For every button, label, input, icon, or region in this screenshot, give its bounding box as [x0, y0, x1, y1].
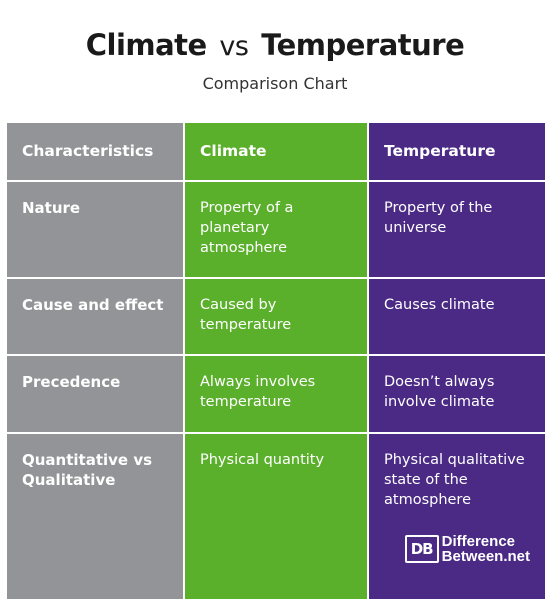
header-temperature: Temperature: [369, 123, 545, 180]
row-label: Precedence: [7, 356, 183, 432]
brand-logo: DB Difference Between.net: [404, 534, 530, 564]
temperature-cell: Doesn’t always involve climate: [369, 356, 545, 432]
title-climate: Climate: [85, 28, 207, 62]
header-characteristics: Characteristics: [7, 123, 183, 180]
brand-words: Difference Between.net: [442, 534, 530, 564]
brand-mark: DB: [404, 535, 439, 563]
climate-cell: Caused by temperature: [185, 279, 367, 354]
page-title: Climate vs Temperature: [0, 28, 550, 62]
temperature-cell: Physical qualitative state of the atmosp…: [369, 434, 545, 599]
page-subtitle: Comparison Chart: [202, 74, 348, 93]
title-temperature: Temperature: [261, 28, 465, 62]
climate-cell: Physical quantity: [185, 434, 367, 599]
row-label: Nature: [7, 182, 183, 277]
title-vs: vs: [219, 31, 249, 62]
comparison-table: Characteristics Climate Temperature Natu…: [7, 123, 545, 599]
header-climate: Climate: [185, 123, 367, 180]
temperature-cell: Property of the universe: [369, 182, 545, 277]
temperature-cell: Causes climate: [369, 279, 545, 354]
brand-line1: Difference: [441, 533, 515, 550]
brand-line2: Between.net: [441, 548, 530, 565]
row-label: Quantitative vs Qualitative: [7, 434, 183, 599]
row-label: Cause and effect: [7, 279, 183, 354]
climate-cell: Property of a planetary atmosphere: [185, 182, 367, 277]
climate-cell: Always involves temperature: [185, 356, 367, 432]
